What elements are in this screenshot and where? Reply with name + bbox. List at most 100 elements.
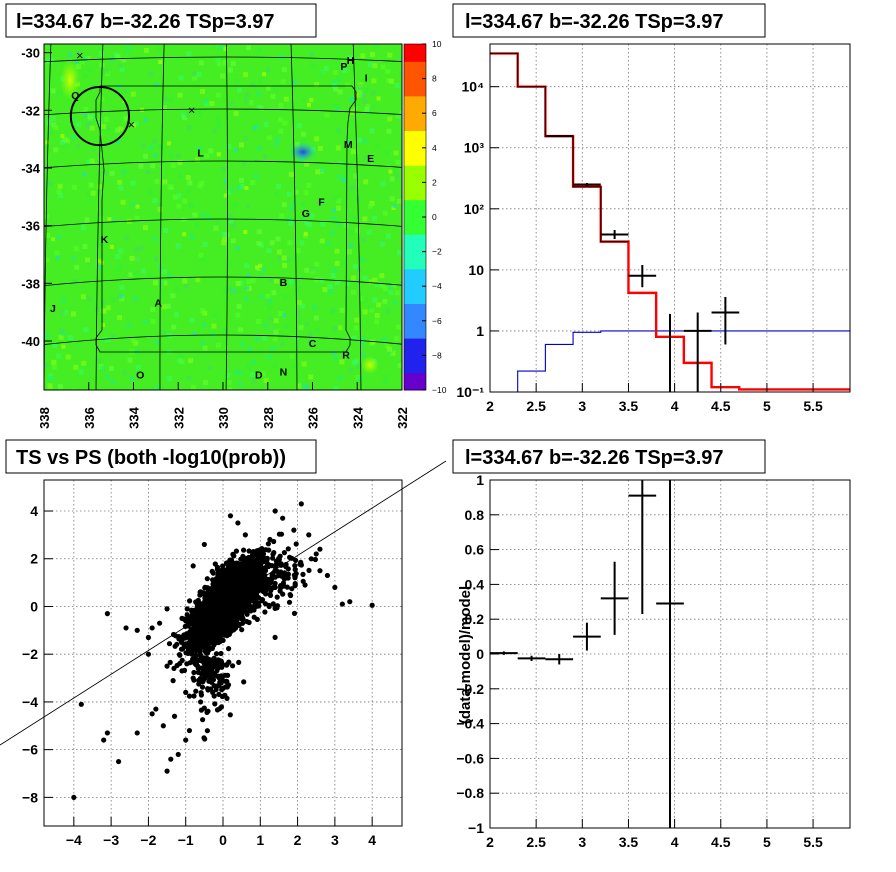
sky-map-pixel <box>369 307 374 313</box>
sky-map-pixel <box>256 318 262 324</box>
sky-map-pixel <box>182 198 187 204</box>
sky-map-pixel <box>319 199 325 205</box>
sky-map-pixel <box>150 306 156 312</box>
sky-map-pixel <box>374 142 380 148</box>
sky-map-pixel <box>244 263 250 269</box>
sky-map-pixel <box>44 362 49 368</box>
sky-map-pixel <box>353 173 359 179</box>
sky-map-pixel <box>233 369 239 375</box>
residuals-y-tick-label: −0.2 <box>456 681 484 697</box>
sky-map-pixel <box>345 280 351 286</box>
sky-map-pixel <box>73 246 79 251</box>
ts-vs-ps-point <box>313 551 319 557</box>
sky-map-pixel <box>181 115 187 121</box>
sky-map-pixel <box>177 92 183 98</box>
sky-map-pixel <box>216 152 221 157</box>
sky-map-pixel <box>370 90 376 96</box>
sky-map-pixel <box>72 278 78 284</box>
ts-vs-ps-point <box>221 598 227 604</box>
sky-map-pixel <box>53 147 59 153</box>
sky-map-source-label: O <box>136 369 144 381</box>
ts-vs-ps-point <box>183 689 189 695</box>
sky-map-pixel <box>300 383 306 389</box>
ts-vs-ps-point <box>184 606 190 612</box>
sky-map-pixel <box>202 241 208 247</box>
sky-map-pixel <box>192 332 197 336</box>
sky-map-pixel <box>51 364 57 370</box>
sky-map-pixel <box>74 264 80 270</box>
sky-map-pixel <box>385 233 391 239</box>
residuals-points <box>490 480 684 828</box>
sky-map-pixel <box>348 96 354 102</box>
sky-map-pixel <box>291 200 297 206</box>
ts-vs-ps-point <box>164 768 170 774</box>
sky-map-pixel <box>118 185 124 191</box>
sky-map-pixel <box>331 208 336 213</box>
sky-map-pixel <box>60 331 66 336</box>
ts-vs-ps-point <box>157 620 163 626</box>
ts-vs-ps-x-tick-label: 0 <box>219 832 227 848</box>
sky-map-pixel <box>263 378 269 383</box>
colorbar-segment <box>404 199 426 218</box>
sky-map-pixel <box>370 339 376 345</box>
sky-map-source-label: N <box>280 367 288 379</box>
ts-vs-ps-point <box>200 679 206 685</box>
sky-map-pixel <box>372 297 378 303</box>
sky-map-pixel <box>182 278 188 284</box>
ts-vs-ps-y-tick-label: −2 <box>22 646 38 662</box>
sky-map-pixel <box>109 170 115 176</box>
sky-map-pixel <box>60 139 65 145</box>
sky-map-pixel <box>371 78 377 84</box>
sky-map-pixel <box>216 122 222 128</box>
ts-vs-ps-point <box>253 575 259 582</box>
ts-vs-ps-x-tick-label: 4 <box>368 832 376 848</box>
sky-map-pixel <box>320 221 326 227</box>
sky-map-pixel <box>340 58 346 64</box>
sky-map-pixel <box>85 55 91 61</box>
ts-vs-ps-point <box>244 596 250 603</box>
sky-map-pixel <box>209 332 215 337</box>
sky-map-pixel <box>62 310 68 316</box>
ts-vs-ps-point <box>236 612 243 618</box>
sky-map-pixel <box>128 272 134 278</box>
sky-map-pixel <box>116 294 122 300</box>
sky-map-pixel <box>143 319 149 325</box>
ts-vs-ps-point <box>220 563 226 569</box>
sky-map-pixel <box>372 277 378 283</box>
colorbar-segment <box>404 217 426 235</box>
sky-map-pixel <box>362 138 368 144</box>
sky-map-pixel <box>75 122 81 128</box>
sky-map-pixel <box>273 318 279 324</box>
spectrum-frame <box>489 43 851 393</box>
sky-map-pixel <box>238 280 244 286</box>
sky-map-pixel <box>133 340 139 346</box>
sky-map-pixel <box>339 359 345 365</box>
ts-vs-ps-point <box>185 650 191 657</box>
ts-vs-ps-point <box>210 570 216 576</box>
sky-map-pixel <box>223 47 228 52</box>
sky-map-pixel <box>191 384 196 390</box>
sky-map-pixel <box>70 255 76 261</box>
ts-vs-ps-y-tick-label: 0 <box>30 598 38 614</box>
colorbar-tick-label: 0 <box>432 212 437 222</box>
sky-map-pixel <box>278 102 284 108</box>
sky-map-pixel <box>226 286 232 292</box>
sky-map-pixel <box>215 117 221 123</box>
sky-map-source-label: A <box>154 297 162 309</box>
sky-map-pixel <box>331 268 337 273</box>
ts-vs-ps-point <box>198 699 204 705</box>
sky-map-source-label: Q <box>71 90 79 102</box>
sky-map-pixel <box>108 366 114 371</box>
sky-map-pixel <box>318 70 324 76</box>
sky-map-pixel <box>238 370 244 376</box>
ts-vs-ps-point <box>244 611 250 617</box>
sky-map-pixel <box>74 59 79 64</box>
colorbar-segment <box>404 234 426 253</box>
sky-map-pixel <box>258 105 264 111</box>
ts-vs-ps-point <box>149 711 155 717</box>
spectrum-y-tick-label: 1 <box>476 323 484 339</box>
ts-vs-ps-point <box>268 580 274 586</box>
residuals-y-tick-label: 0.2 <box>465 611 485 627</box>
sky-map-pixel <box>323 334 329 340</box>
sky-map-pixel <box>362 309 368 315</box>
